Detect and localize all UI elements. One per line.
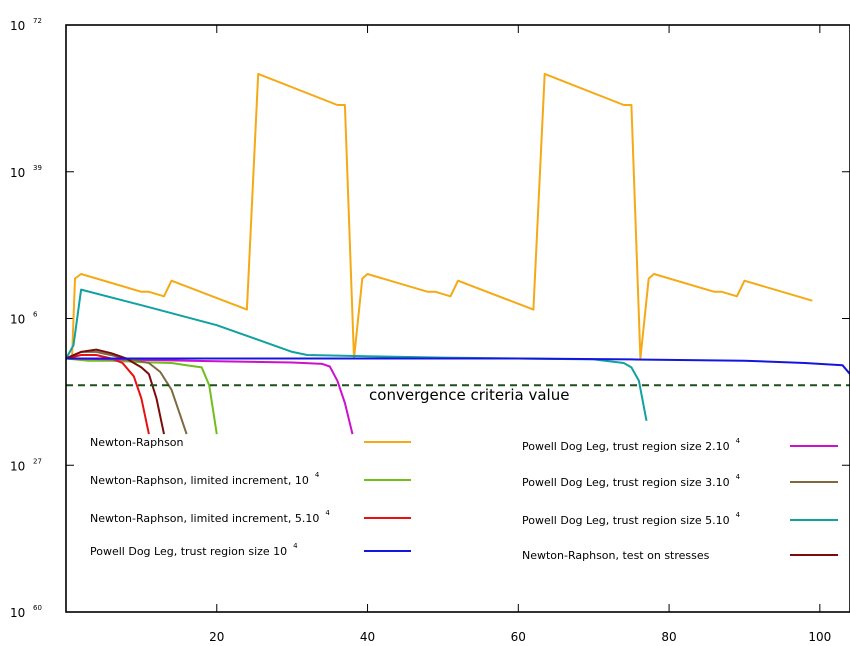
y-tick-exponent: 60 xyxy=(33,604,42,612)
series-line-0 xyxy=(66,72,813,360)
legend: Newton-Raphson Newton-Raphson, limited in… xyxy=(90,436,838,562)
series-line-2 xyxy=(66,354,150,435)
series-lines xyxy=(66,72,850,435)
legend-entry: Powell Dog Leg, trust region size 5.10 4 xyxy=(522,511,838,527)
x-tick-label: 80 xyxy=(661,630,676,644)
series-line-1 xyxy=(66,357,218,435)
legend-entry: Newton-Raphson, test on stresses xyxy=(522,549,838,562)
legend-entry: Powell Dog Leg, trust region size 3.10 4 xyxy=(522,473,838,489)
legend-sup: 4 xyxy=(293,542,298,550)
y-tick-exponent: 72 xyxy=(33,17,42,25)
y-tick-base: 10 xyxy=(10,313,25,327)
x-tick-label: 40 xyxy=(360,630,375,644)
y-tick-base: 10 xyxy=(10,606,25,620)
y-tick-exponent: 39 xyxy=(33,164,42,172)
x-tick-label: 20 xyxy=(209,630,224,644)
threshold-label: convergence criteria value xyxy=(369,386,569,404)
legend-entry: Powell Dog Leg, trust region size 2.10 4 xyxy=(522,437,838,453)
y-tick-exponent: 27 xyxy=(33,457,42,465)
legend-sup: 4 xyxy=(736,473,741,481)
x-tick-label: 100 xyxy=(808,630,831,644)
series-line-6 xyxy=(66,288,648,421)
y-tick-base: 10 xyxy=(10,19,25,33)
threshold-group: convergence criteria value xyxy=(66,384,850,404)
y-tick-base: 10 xyxy=(10,459,25,473)
series-line-4 xyxy=(66,357,354,435)
y-tick-base: 10 xyxy=(10,166,25,180)
legend-entry: Newton-Raphson, limited increment, 5.10 4 xyxy=(90,509,411,525)
legend-label: Newton-Raphson xyxy=(90,436,184,449)
plot-frame xyxy=(65,24,850,613)
legend-sup: 4 xyxy=(325,509,330,517)
legend-entry: Powell Dog Leg, trust region size 10 4 xyxy=(90,542,411,558)
legend-label: Newton-Raphson, limited increment, 10 xyxy=(90,474,309,487)
legend-label: Powell Dog Leg, trust region size 10 xyxy=(90,545,287,558)
series-line-5 xyxy=(66,350,188,435)
legend-entry: Newton-Raphson xyxy=(90,436,411,449)
legend-sup: 4 xyxy=(736,511,741,519)
legend-sup: 4 xyxy=(315,471,320,479)
legend-sup: 4 xyxy=(736,437,741,445)
tick-labels: 20 40 60 80 100 10 72 10 39 10 6 10 27 10 60 xyxy=(10,17,831,644)
legend-label: Powell Dog Leg, trust region size 3.10 xyxy=(522,476,730,489)
legend-label: Powell Dog Leg, trust region size 2.10 xyxy=(522,440,730,453)
y-tick-exponent: 6 xyxy=(33,311,38,319)
x-tick-label: 60 xyxy=(511,630,526,644)
series-line-3 xyxy=(66,357,850,375)
legend-label: Powell Dog Leg, trust region size 5.10 xyxy=(522,514,730,527)
legend-label: Newton-Raphson, limited increment, 5.10 xyxy=(90,512,319,525)
legend-entry: Newton-Raphson, limited increment, 10 4 xyxy=(90,471,411,487)
legend-label: Newton-Raphson, test on stresses xyxy=(522,549,710,562)
